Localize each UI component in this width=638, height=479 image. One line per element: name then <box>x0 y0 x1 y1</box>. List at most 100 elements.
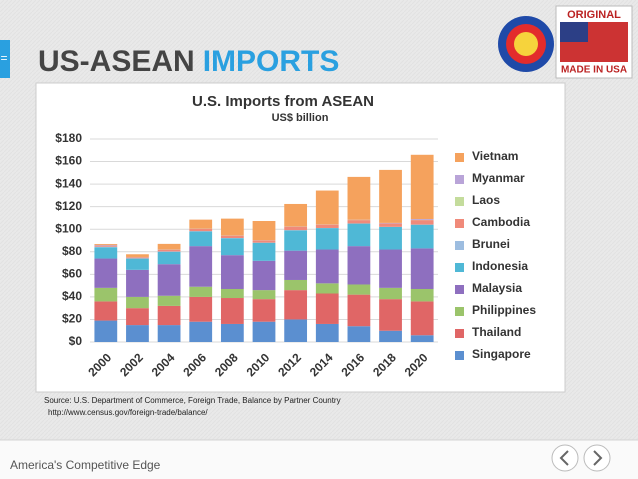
bar-segment <box>410 154 434 220</box>
bar-segment <box>94 287 118 302</box>
legend-label: Cambodia <box>472 215 530 229</box>
bar-segment <box>220 238 244 256</box>
bar-segment <box>284 226 308 231</box>
footer: America's Competitive Edge <box>10 458 161 472</box>
bar-segment <box>379 249 402 288</box>
badge-bottom: MADE IN USA <box>561 65 627 76</box>
legend-label: Brunei <box>472 237 510 251</box>
source-url: http://www.census.gov/foreign-trade/bala… <box>48 408 208 417</box>
bar-segment <box>284 203 308 227</box>
tab-text: = <box>0 51 7 65</box>
bar-segment <box>189 219 213 229</box>
legend-swatch <box>455 351 464 360</box>
legend-swatch <box>455 219 464 228</box>
bar-segment <box>379 299 402 331</box>
title-dark: US-ASEAN <box>38 45 195 78</box>
bar-segment <box>347 284 371 295</box>
title-blue: IMPORTS <box>203 45 340 78</box>
bar-segment <box>410 288 434 302</box>
asean-logo-core <box>514 32 538 56</box>
bar-segment <box>347 176 371 220</box>
tab <box>0 40 10 78</box>
bar-segment <box>94 247 118 259</box>
y-tick-label: $0 <box>69 334 83 348</box>
legend-swatch <box>455 197 464 206</box>
bar-segment <box>189 246 213 287</box>
bar-segment <box>252 260 276 291</box>
bar-segment <box>252 242 276 261</box>
bar-segment <box>284 279 308 291</box>
bar-segment <box>347 220 371 224</box>
bar-segment <box>189 296 213 322</box>
bar-segment <box>220 298 244 324</box>
y-tick-label: $140 <box>55 176 82 190</box>
bar-segment <box>379 226 402 250</box>
bar-segment <box>126 258 149 270</box>
bar-segment <box>126 325 149 342</box>
legend-swatch <box>455 241 464 250</box>
bar-segment <box>157 249 181 252</box>
bar-segment <box>315 190 339 225</box>
bar-segment <box>252 240 276 243</box>
legend-label: Singapore <box>472 347 531 361</box>
next-button[interactable] <box>583 444 611 472</box>
bar-segment <box>94 246 118 248</box>
bar-segment <box>410 220 434 225</box>
bar-segment <box>410 335 434 342</box>
footer-bar <box>0 440 638 479</box>
legend-label: Vietnam <box>472 149 518 163</box>
bar-segment <box>315 293 339 324</box>
bar-segment <box>157 295 181 306</box>
y-tick-label: $40 <box>62 289 82 303</box>
bar-segment <box>94 301 118 321</box>
legend-swatch <box>455 329 464 338</box>
source: Source: U.S. Department of Commerce, For… <box>44 396 341 405</box>
bar-segment <box>315 224 339 228</box>
bar-segment <box>379 169 402 223</box>
bar-segment <box>94 244 118 246</box>
bar-segment <box>315 249 339 284</box>
prev-button[interactable] <box>551 444 579 472</box>
y-tick-label: $100 <box>55 221 82 235</box>
bar-segment <box>220 235 244 239</box>
bar-segment <box>284 319 308 342</box>
bar-segment <box>94 320 118 342</box>
bar-segment <box>410 224 434 249</box>
bar-segment <box>189 228 213 232</box>
legend-label: Indonesia <box>472 259 528 273</box>
legend-swatch <box>455 175 464 184</box>
title: US-ASEAN IMPORTS <box>38 45 339 78</box>
bar-segment <box>220 255 244 289</box>
bar-segment <box>284 230 308 251</box>
bar-segment <box>315 283 339 294</box>
bar-segment <box>189 231 213 247</box>
bar-segment <box>220 323 244 342</box>
bar-segment <box>347 326 371 342</box>
bar-segment <box>410 219 434 220</box>
y-tick-label: $160 <box>55 154 82 168</box>
legend-label: Laos <box>472 193 500 207</box>
y-tick-label: $180 <box>55 131 82 145</box>
bar-segment <box>157 251 181 265</box>
bar-segment <box>126 269 149 297</box>
bar-segment <box>94 245 118 247</box>
bar-segment <box>220 288 244 299</box>
bar-segment <box>189 286 213 297</box>
bar-segment <box>94 243 118 245</box>
bar-segment <box>252 321 276 342</box>
bar-segment <box>410 301 434 336</box>
bar-segment <box>126 296 149 309</box>
y-tick-label: $20 <box>62 312 82 326</box>
bar-segment <box>315 228 339 250</box>
bar-segment <box>157 305 181 326</box>
badge-top: ORIGINAL <box>567 9 621 21</box>
bar-segment <box>252 290 276 300</box>
bar-segment <box>189 321 213 342</box>
y-tick-label: $60 <box>62 267 82 281</box>
bar-segment <box>252 220 276 241</box>
bar-segment <box>157 264 181 296</box>
legend-label: Myanmar <box>472 171 525 185</box>
bar-segment <box>126 257 149 259</box>
bar-segment <box>347 294 371 327</box>
